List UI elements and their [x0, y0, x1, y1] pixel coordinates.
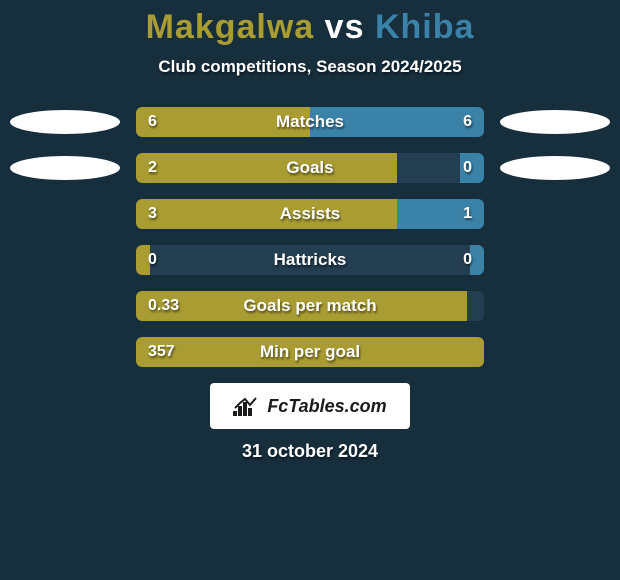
- stat-bar: Assists 3 1: [136, 199, 484, 229]
- player2-name: Khiba: [375, 8, 474, 46]
- comparison-title: Makgalwa vs Khiba: [0, 8, 620, 47]
- stat-label: Goals per match: [243, 296, 376, 316]
- stat-label: Goals: [286, 158, 333, 178]
- stat-value-left: 0.33: [148, 297, 179, 315]
- player1-marker-ellipse: [10, 110, 120, 134]
- stat-row: Goals per match 0.33: [0, 291, 620, 321]
- stat-label: Hattricks: [274, 250, 347, 270]
- bar-left-fill: [136, 199, 397, 229]
- stat-row: Hattricks 0 0: [0, 245, 620, 275]
- stat-value-left: 0: [148, 251, 157, 269]
- stat-value-left: 357: [148, 343, 175, 361]
- stat-value-left: 3: [148, 205, 157, 223]
- stat-label: Assists: [280, 204, 340, 224]
- stat-value-right: 0: [463, 251, 472, 269]
- source-badge-text: FcTables.com: [267, 396, 386, 417]
- stat-value-left: 2: [148, 159, 157, 177]
- stat-bar: Goals 2 0: [136, 153, 484, 183]
- source-badge: FcTables.com: [210, 383, 410, 429]
- stat-value-left: 6: [148, 113, 157, 131]
- stat-value-right: 1: [463, 205, 472, 223]
- player1-name: Makgalwa: [146, 8, 315, 46]
- player2-marker-ellipse: [500, 110, 610, 134]
- stat-bar: Goals per match 0.33: [136, 291, 484, 321]
- subtitle: Club competitions, Season 2024/2025: [0, 57, 620, 77]
- stat-bar: Matches 6 6: [136, 107, 484, 137]
- stat-row: Assists 3 1: [0, 199, 620, 229]
- stat-label: Matches: [276, 112, 344, 132]
- player2-marker-ellipse: [500, 156, 610, 180]
- stat-value-right: 6: [463, 113, 472, 131]
- stat-row: Matches 6 6: [0, 107, 620, 137]
- stat-row: Goals 2 0: [0, 153, 620, 183]
- fctables-logo-icon: [233, 396, 259, 416]
- player1-marker-ellipse: [10, 156, 120, 180]
- bar-right-fill: [470, 245, 484, 275]
- stat-bar: Hattricks 0 0: [136, 245, 484, 275]
- stat-bar: Min per goal 357: [136, 337, 484, 367]
- stat-value-right: 0: [463, 159, 472, 177]
- stat-label: Min per goal: [260, 342, 360, 362]
- bar-left-fill: [136, 153, 397, 183]
- vs-text: vs: [325, 8, 365, 46]
- stat-row: Min per goal 357: [0, 337, 620, 367]
- date-text: 31 october 2024: [0, 441, 620, 462]
